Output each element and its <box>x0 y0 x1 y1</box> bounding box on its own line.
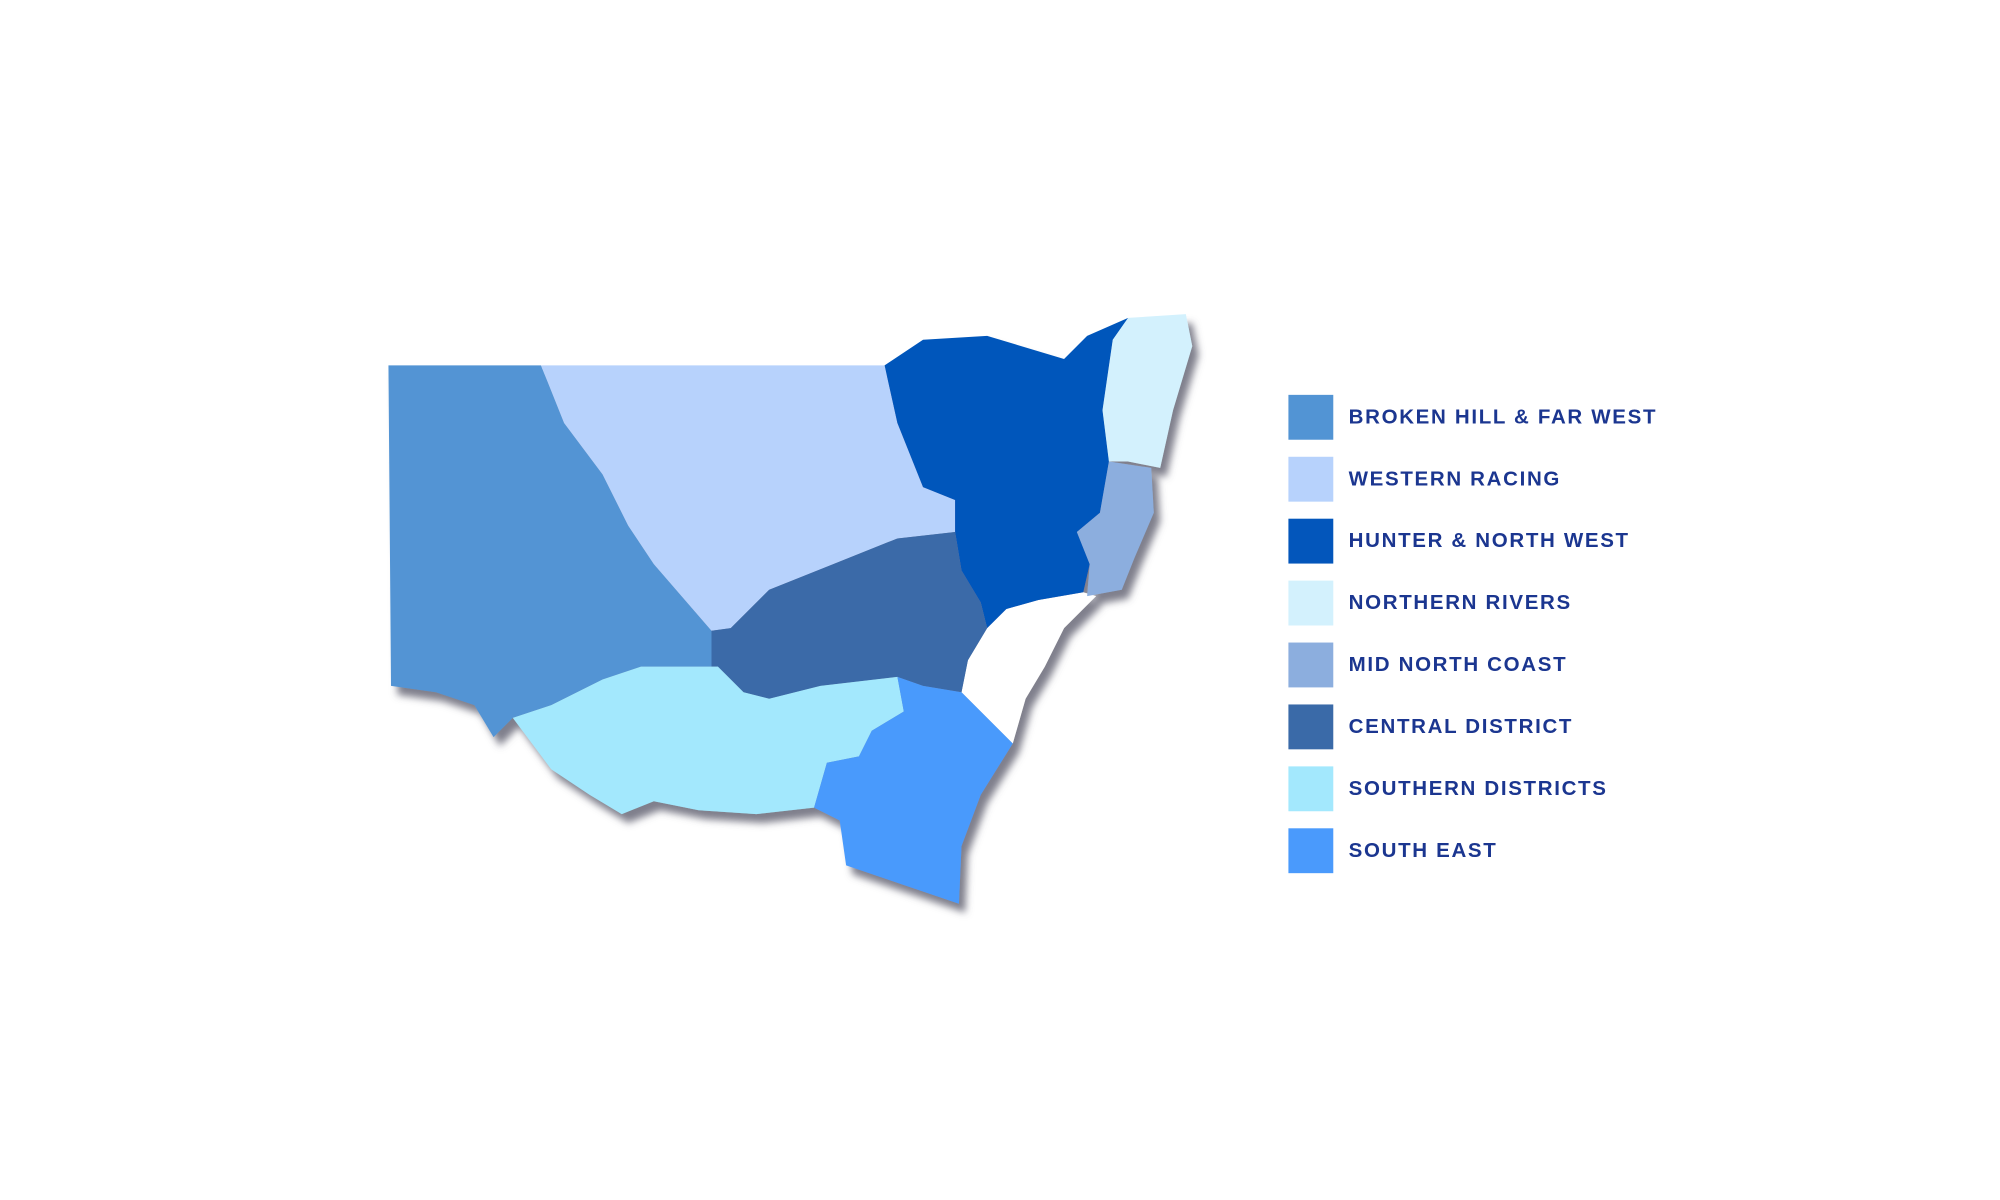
legend-swatch <box>1288 580 1334 626</box>
legend-swatch <box>1288 518 1334 564</box>
legend-swatch <box>1288 828 1334 874</box>
legend-swatch <box>1288 394 1334 440</box>
legend-swatch <box>1288 766 1334 812</box>
legend-label: BROKEN HILL & FAR WEST <box>1349 405 1657 428</box>
unassigned-region <box>961 592 1097 744</box>
legend-label: SOUTH EAST <box>1349 839 1498 862</box>
legend-swatch <box>1288 456 1334 502</box>
region <box>541 365 956 631</box>
region <box>1102 314 1193 468</box>
legend-label: NORTHERN RIVERS <box>1349 591 1572 614</box>
legend-swatch <box>1288 642 1334 688</box>
legend-label: WESTERN RACING <box>1349 467 1561 490</box>
legend-label: CENTRAL DISTRICT <box>1349 715 1573 738</box>
legend-label: HUNTER & NORTH WEST <box>1349 529 1630 552</box>
region <box>884 317 1129 629</box>
region <box>388 365 712 738</box>
legend-swatch <box>1288 704 1334 750</box>
legend-label: SOUTHERN DISTRICTS <box>1349 777 1608 800</box>
region <box>711 532 988 699</box>
region <box>1076 461 1154 597</box>
region <box>814 676 1013 904</box>
region <box>512 666 904 815</box>
legend: BROKEN HILL & FAR WEST WESTERN RACING HUNT… <box>1288 394 1657 874</box>
state-map <box>388 314 1193 904</box>
legend-label: MID NORTH COAST <box>1349 653 1568 676</box>
